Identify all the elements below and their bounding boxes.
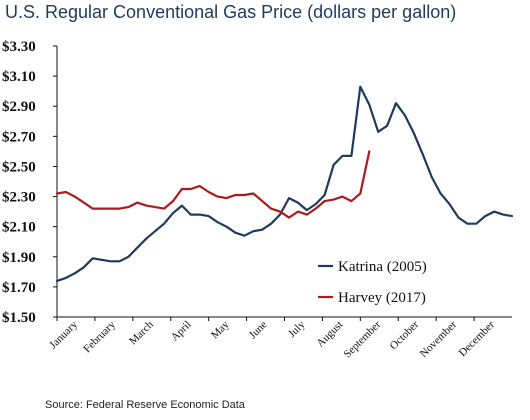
x-tick-label: January — [47, 318, 80, 351]
harvey-line — [55, 150, 371, 219]
legend-label: Katrina (2005) — [338, 259, 427, 275]
source-note: Source: Federal Reserve Economic Data — [45, 399, 245, 411]
x-tick-label: September — [342, 318, 384, 360]
y-tick-label: $2.10 — [2, 220, 36, 236]
x-tick-label: June — [247, 319, 270, 342]
x-tick-label: March — [127, 318, 156, 347]
x-tick-label: August — [314, 319, 345, 350]
series-group — [55, 85, 514, 282]
y-ticks: $1.50 $1.70 $1.90 $2.10 $2.30 $2.50 $2.70 $2.90… — [2, 39, 57, 326]
chart-title: U.S. Regular Conventional Gas Price (dol… — [5, 2, 457, 22]
x-tick-label: November — [418, 318, 460, 360]
x-tick-label: October — [388, 318, 422, 352]
x-tick-label: April — [169, 319, 194, 344]
y-tick-label: $1.50 — [2, 310, 36, 326]
x-tick-label: December — [457, 318, 498, 359]
x-tick-label: May — [209, 318, 232, 341]
x-ticks: January February March April May June July Augu… — [47, 317, 497, 360]
legend-label: Harvey (2017) — [338, 290, 426, 306]
katrina-line — [55, 85, 514, 282]
y-tick-label: $1.70 — [2, 280, 36, 296]
y-tick-label: $1.90 — [2, 250, 36, 266]
y-tick-label: $2.90 — [2, 99, 36, 115]
y-tick-label: $3.10 — [2, 69, 36, 85]
y-tick-label: $2.50 — [2, 159, 36, 175]
x-tick-label: July — [286, 318, 308, 340]
y-tick-label: $2.30 — [2, 190, 36, 206]
legend: Katrina (2005) Harvey (2017) — [318, 259, 427, 306]
y-tick-label: $3.30 — [2, 39, 36, 55]
chart-svg: $1.50 $1.70 $1.90 $2.10 $2.30 $2.50 $2.70 $2.90… — [2, 39, 514, 360]
x-tick-label: February — [81, 318, 118, 355]
y-tick-label: $2.70 — [2, 129, 36, 145]
